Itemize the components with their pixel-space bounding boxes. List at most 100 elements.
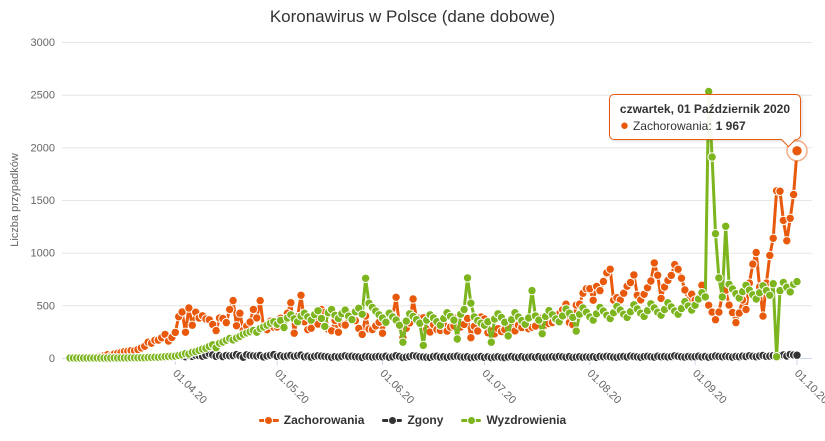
legend-item-wyzdrowienia[interactable]: Wyzdrowienia: [461, 413, 566, 427]
data-point[interactable]: [418, 340, 428, 351]
data-point[interactable]: [605, 264, 615, 274]
data-point[interactable]: [629, 270, 639, 280]
data-point[interactable]: [398, 337, 408, 347]
data-point[interactable]: [316, 313, 327, 324]
y-tick-label: 3000: [31, 37, 55, 49]
data-point[interactable]: [231, 321, 242, 331]
data-point[interactable]: [170, 327, 181, 338]
data-point[interactable]: [653, 270, 663, 280]
data-point[interactable]: [673, 264, 683, 274]
data-point[interactable]: [333, 327, 344, 337]
data-point[interactable]: [296, 290, 306, 300]
data-point[interactable]: [598, 276, 609, 287]
data-point[interactable]: [771, 352, 782, 362]
data-point[interactable]: [473, 326, 483, 336]
data-point[interactable]: [765, 250, 775, 261]
hovered-point[interactable]: [786, 140, 808, 162]
data-point[interactable]: [313, 306, 323, 316]
tooltip-value: 1 967: [715, 119, 746, 133]
series-zachorowania[interactable]: [65, 146, 802, 363]
data-point[interactable]: [571, 326, 581, 336]
data-point[interactable]: [656, 293, 666, 304]
data-point[interactable]: [782, 236, 792, 246]
data-point[interactable]: [731, 317, 741, 328]
data-point[interactable]: [768, 279, 778, 289]
data-point[interactable]: [187, 320, 198, 330]
data-point[interactable]: [710, 229, 721, 239]
legend-label: Wyzdrowienia: [486, 413, 567, 427]
data-point[interactable]: [714, 273, 724, 283]
y-tick-label: 500: [37, 300, 55, 312]
data-point[interactable]: [785, 213, 795, 224]
data-point[interactable]: [462, 273, 473, 283]
data-point[interactable]: [289, 328, 299, 338]
data-point[interactable]: [466, 333, 476, 343]
data-point[interactable]: [228, 295, 238, 306]
data-point[interactable]: [527, 285, 537, 296]
tooltip-series-label: Zachorowania:: [632, 119, 712, 133]
data-point[interactable]: [588, 295, 598, 305]
data-point[interactable]: [391, 292, 401, 302]
data-point[interactable]: [360, 273, 371, 283]
data-point[interactable]: [537, 329, 547, 339]
data-point[interactable]: [758, 311, 768, 321]
data-point[interactable]: [486, 337, 496, 347]
data-point[interactable]: [768, 233, 778, 244]
data-point[interactable]: [381, 317, 391, 327]
data-point[interactable]: [286, 298, 296, 308]
data-point[interactable]: [184, 303, 194, 313]
data-point[interactable]: [741, 304, 751, 315]
data-point[interactable]: [680, 285, 690, 295]
data-point[interactable]: [225, 304, 235, 315]
data-point[interactable]: [347, 314, 357, 325]
data-point[interactable]: [221, 317, 232, 328]
data-point[interactable]: [765, 290, 775, 300]
data-point[interactable]: [211, 325, 221, 336]
data-point[interactable]: [459, 304, 469, 315]
data-point[interactable]: [748, 259, 758, 269]
data-point[interactable]: [792, 276, 802, 287]
data-point[interactable]: [788, 189, 799, 200]
data-point[interactable]: [751, 247, 761, 258]
series-wyzdrowienia[interactable]: [65, 86, 802, 363]
data-point[interactable]: [700, 292, 710, 302]
legend-item-zachorowania[interactable]: Zachorowania: [258, 413, 364, 427]
data-point[interactable]: [710, 315, 721, 325]
data-point[interactable]: [340, 320, 350, 330]
x-tick-label: 01.08.20: [585, 368, 624, 405]
data-point[interactable]: [357, 329, 367, 340]
data-point[interactable]: [625, 277, 636, 288]
data-point[interactable]: [177, 307, 187, 317]
data-point[interactable]: [707, 152, 717, 162]
plot-area[interactable]: 0 500 1000 1500 2000 2500 3000 01.04.20 01.05.20…: [0, 0, 825, 405]
data-point[interactable]: [279, 322, 289, 333]
data-point[interactable]: [255, 295, 265, 306]
data-point[interactable]: [466, 298, 476, 308]
data-point[interactable]: [357, 309, 367, 319]
data-point[interactable]: [449, 315, 459, 325]
data-point[interactable]: [245, 317, 255, 327]
data-point[interactable]: [320, 321, 330, 332]
data-point[interactable]: [676, 273, 687, 283]
data-point[interactable]: [377, 328, 388, 338]
legend-item-zgony[interactable]: Zgony: [382, 413, 443, 427]
data-point[interactable]: [666, 270, 676, 281]
data-point[interactable]: [248, 304, 259, 315]
gridlines: [62, 42, 812, 359]
data-point[interactable]: [408, 294, 418, 304]
data-point[interactable]: [785, 287, 795, 297]
data-point[interactable]: [649, 258, 659, 268]
data-point[interactable]: [180, 327, 191, 337]
data-point[interactable]: [792, 350, 802, 360]
data-point[interactable]: [252, 313, 262, 323]
data-point[interactable]: [595, 285, 605, 296]
data-point[interactable]: [452, 334, 462, 344]
data-point[interactable]: [775, 186, 785, 196]
data-point[interactable]: [714, 307, 724, 317]
data-point[interactable]: [235, 308, 245, 318]
data-point[interactable]: [721, 221, 731, 232]
data-point[interactable]: [503, 331, 513, 341]
data-point[interactable]: [717, 292, 727, 302]
data-point[interactable]: [394, 320, 405, 330]
data-point[interactable]: [646, 276, 656, 286]
